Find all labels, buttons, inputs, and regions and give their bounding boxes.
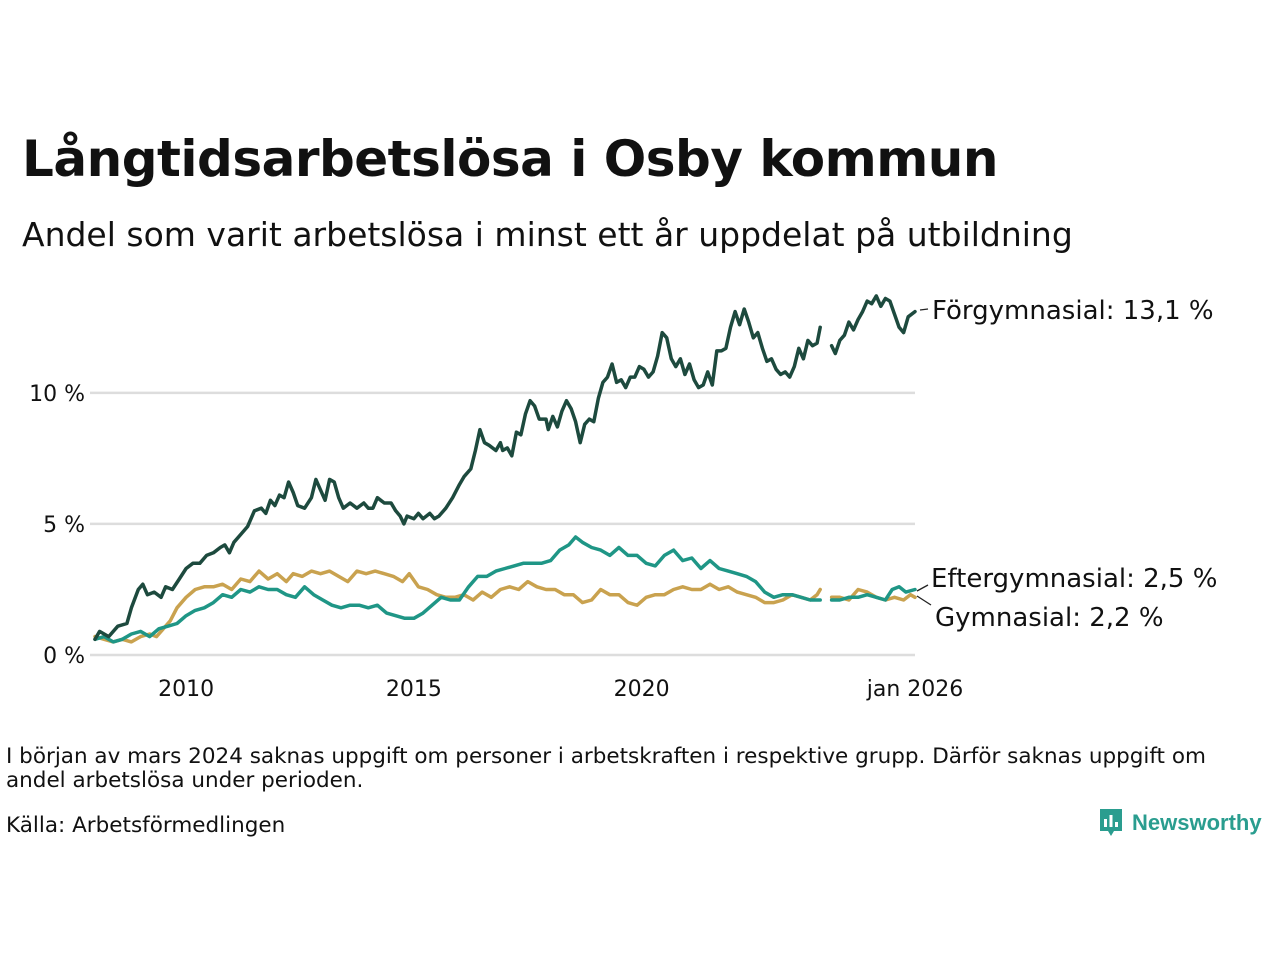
source-note: Källa: Arbetsförmedlingen: [6, 813, 286, 838]
footnote: I början av mars 2024 saknas uppgift om …: [6, 744, 1206, 793]
chart-title: Långtidsarbetslösa i Osby kommun: [22, 130, 999, 188]
gymnasial-line-segment-1: [93, 569, 822, 644]
eftergymnasial-line-segment-1: [93, 535, 822, 644]
forgymnasial-line-segment-1: [93, 307, 822, 642]
y-tick-label: 5 %: [43, 513, 85, 538]
x-tick-label: jan 2026: [866, 677, 964, 702]
x-tick-label: 2010: [158, 677, 214, 702]
gridlines: [90, 391, 915, 657]
x-tick-label: 2020: [614, 677, 670, 702]
gymnasial-leader-line: [916, 595, 932, 606]
forgymnasial-end-label: Förgymnasial: 13,1 %: [932, 296, 1214, 326]
y-tick-label: 10 %: [29, 382, 85, 407]
eftergymnasial-end-label: Eftergymnasial: 2,5 %: [931, 564, 1217, 594]
chart-subtitle: Andel som varit arbetslösa i minst ett å…: [22, 215, 1073, 254]
gymnasial-end-label: Gymnasial: 2,2 %: [935, 603, 1164, 633]
forgymnasial-line-segment-2: [829, 294, 917, 356]
logo-text: Newsworthy: [1132, 810, 1262, 835]
eftergymnasial-line-segment-2: [829, 585, 917, 602]
forgymnasial-leader-line: [919, 308, 929, 311]
x-axis-tick-labels: 2010 2015 2020 jan 2026: [158, 677, 963, 702]
newsworthy-logo: Newsworthy: [1098, 808, 1262, 838]
chart-bubble-icon: [1100, 809, 1122, 836]
series-end-labels: Förgymnasial: 13,1 % Gymnasial: 2,2 % Efte…: [916, 296, 1217, 633]
x-tick-label: 2015: [386, 677, 442, 702]
line-chart: 0 % 5 % 10 % 2010 2015 2020 jan 2026 Förgymna…: [29, 294, 1217, 702]
series-lines: [93, 294, 917, 644]
eftergymnasial-leader-line: [916, 584, 929, 592]
y-axis-tick-labels: 0 % 5 % 10 %: [29, 382, 85, 669]
y-tick-label: 0 %: [43, 644, 85, 669]
